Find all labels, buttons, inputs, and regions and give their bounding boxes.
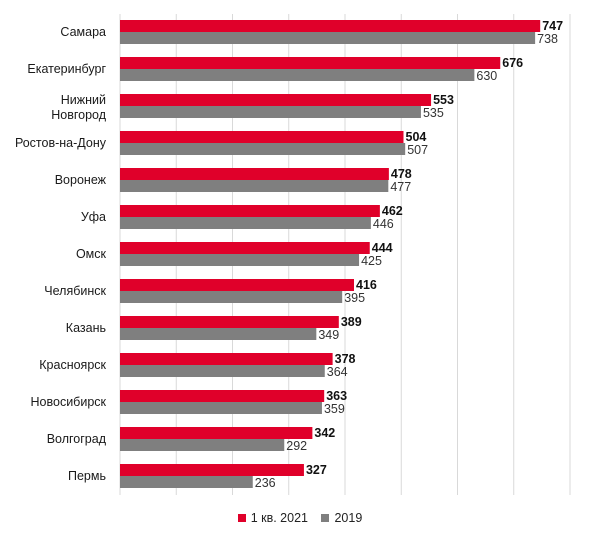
data-label-2019: 477 [390,180,411,194]
bar-2019 [120,402,322,414]
data-label-2019: 395 [344,291,365,305]
data-label-2021: 378 [335,352,356,366]
category-label: Ростов-на-Дону [15,136,107,150]
data-label-2021: 363 [326,389,347,403]
data-label-2019: 535 [423,106,444,120]
data-label-2019: 359 [324,402,345,416]
data-label-2021: 478 [391,167,412,181]
legend-label-2021: 1 кв. 2021 [250,511,308,525]
data-label-2019: 292 [286,439,307,453]
bar-2019 [120,143,406,155]
bar-2021 [120,94,432,106]
bar-2021 [120,353,333,365]
category-label: Нижний Новгород [51,93,106,122]
data-label-2021: 389 [341,315,362,329]
category-label: Самара [60,25,106,39]
legend-swatch-2021 [237,514,246,522]
category-label: Казань [66,321,106,335]
category-label: Омск [76,247,107,261]
category-label: Красноярск [39,358,106,372]
data-label-2021: 553 [433,93,454,107]
data-label-2021: 462 [382,204,403,218]
bar-2021 [120,168,389,180]
category-label: Пермь [68,469,106,483]
category-label: Уфа [81,210,106,224]
category-label: Волгоград [47,432,107,446]
data-label-2021: 342 [314,426,335,440]
legend-item-2019: 2019 [321,511,362,525]
legend: 1 кв. 2021 2019 [0,511,600,525]
data-label-2019: 446 [373,217,394,231]
data-label-2019: 738 [537,32,558,46]
bar-2021 [120,464,304,476]
legend-label-2019: 2019 [334,511,363,525]
bar-2021 [120,279,354,291]
bar-2019 [120,439,285,451]
bar-2019 [120,365,325,377]
data-label-2021: 416 [356,278,377,292]
bar-2019 [120,217,371,229]
category-label: Челябинск [44,284,106,298]
data-label-2019: 349 [318,328,339,342]
bar-2019 [120,328,317,340]
data-label-2019: 425 [361,254,382,268]
bar-2021 [120,242,370,254]
category-label: Екатеринбург [27,62,106,76]
bar-2019 [120,476,253,488]
data-label-2021: 504 [406,130,427,144]
bar-2019 [120,106,421,118]
bar-2019 [120,254,360,266]
data-label-2019: 236 [255,476,276,490]
legend-item-2021: 1 кв. 2021 [237,511,308,525]
bar-2019 [120,291,343,303]
bar-2021 [120,131,404,143]
bar-2019 [120,69,475,81]
legend-swatch-2019 [321,514,330,522]
bar-2019 [120,180,389,192]
data-label-2021: 676 [502,56,523,70]
data-label-2021: 327 [306,463,327,477]
bar-2021 [120,316,339,328]
category-label: Воронеж [55,173,107,187]
bar-2021 [120,390,325,402]
data-label-2021: 747 [542,19,563,33]
bar-2021 [120,205,380,217]
category-label: Новосибирск [31,395,107,409]
bar-2021 [120,57,501,69]
bar-2019 [120,32,536,44]
bar-2021 [120,20,541,32]
data-label-2019: 630 [476,69,497,83]
data-label-2019: 364 [327,365,348,379]
data-label-2021: 444 [372,241,393,255]
data-label-2019: 507 [407,143,428,157]
bar-2021 [120,427,313,439]
